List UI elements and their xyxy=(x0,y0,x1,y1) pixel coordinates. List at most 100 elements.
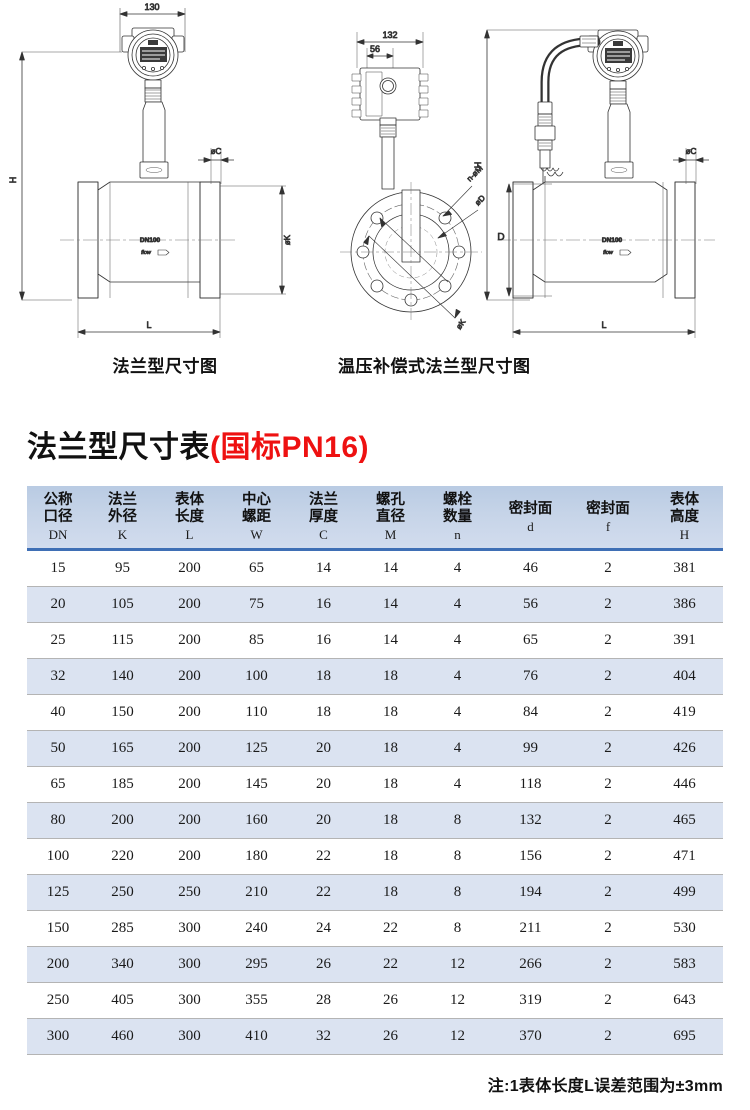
table-cell: 85 xyxy=(223,622,290,659)
table-cell: 12 xyxy=(424,1018,491,1055)
fig1-dim-flange-dia: øK xyxy=(283,234,292,245)
column-header-label: 口径 xyxy=(43,509,73,525)
table-cell: 18 xyxy=(357,766,424,803)
table-cell: 426 xyxy=(646,730,723,767)
table-cell: 2 xyxy=(570,730,646,767)
table-cell: 2 xyxy=(570,622,646,659)
table-cell: 160 xyxy=(223,802,290,839)
table-cell: 18 xyxy=(357,694,424,731)
table-row: 150 285 300 240 24 22 8 211 2 530 xyxy=(27,910,723,947)
table-cell: 2 xyxy=(570,874,646,911)
table-cell: 200 xyxy=(156,622,223,659)
table-cell: 100 xyxy=(27,838,89,875)
table-cell: 460 xyxy=(89,1018,156,1055)
table-cell: 200 xyxy=(27,946,89,983)
page-title-standard: (国标PN16) xyxy=(210,431,370,464)
table-row: 50 165 200 125 20 18 4 99 2 426 xyxy=(27,730,723,767)
table-cell: 125 xyxy=(223,730,290,767)
page-title: 法兰型尺寸表(国标PN16) xyxy=(27,422,369,466)
table-cell: 14 xyxy=(357,586,424,623)
table-cell: 2 xyxy=(570,946,646,983)
table-row: 125 250 250 210 22 18 8 194 2 499 xyxy=(27,874,723,911)
table-cell: 530 xyxy=(646,910,723,947)
table-cell: 419 xyxy=(646,694,723,731)
table-cell: 695 xyxy=(646,1018,723,1055)
table-cell: 200 xyxy=(156,658,223,695)
column-header-label: 螺栓 xyxy=(443,492,472,508)
table-cell: 4 xyxy=(424,766,491,803)
table-cell: 200 xyxy=(156,549,223,587)
column-header-label: 数量 xyxy=(443,509,472,525)
table-cell: 220 xyxy=(89,838,156,875)
table-cell: 16 xyxy=(290,586,357,623)
table-cell: 405 xyxy=(89,982,156,1019)
table-cell: 56 xyxy=(491,586,570,623)
column-header-label: 高度 xyxy=(670,509,699,525)
table-cell: 125 xyxy=(27,874,89,911)
table-cell: 22 xyxy=(357,910,424,947)
table-cell: 84 xyxy=(491,694,570,731)
fig1-dim-bore: øC xyxy=(211,147,222,156)
table-cell: 643 xyxy=(646,982,723,1019)
page-title-main: 法兰型尺寸表 xyxy=(27,431,210,464)
table-cell: 20 xyxy=(290,730,357,767)
table-cell: 65 xyxy=(27,766,89,803)
table-cell: 355 xyxy=(223,982,290,1019)
table-header: 公称 口径 DN 法兰 外径 K 表体 长度 L 中心 螺距 W 法兰 厚度 C 螺孔 直径 M 螺栓 数量 n 密封面 d… xyxy=(27,486,723,551)
table-cell: 16 xyxy=(290,622,357,659)
table-cell: 20 xyxy=(290,766,357,803)
table-cell: 180 xyxy=(223,838,290,875)
table-cell: 410 xyxy=(223,1018,290,1055)
table-cell: 404 xyxy=(646,658,723,695)
table-body: 15 95 200 65 14 14 4 46 2 381 20 105 200 75 16 14 4 56 2 38… xyxy=(27,549,723,1055)
table-cell: 46 xyxy=(491,549,570,587)
table-cell: 14 xyxy=(290,549,357,587)
table-row: 65 185 200 145 20 18 4 118 2 446 xyxy=(27,766,723,803)
table-cell: 22 xyxy=(290,874,357,911)
table-cell: 194 xyxy=(491,874,570,911)
table-row: 250 405 300 355 28 26 12 319 2 643 xyxy=(27,982,723,1019)
table-cell: 18 xyxy=(290,694,357,731)
table-row: 100 220 200 180 22 18 8 156 2 471 xyxy=(27,838,723,875)
table-cell: 210 xyxy=(223,874,290,911)
fig1-flow-mark: flow xyxy=(141,250,152,256)
table-cell: 200 xyxy=(156,730,223,767)
table-row: 25 115 200 85 16 14 4 65 2 391 xyxy=(27,622,723,659)
table-cell: 105 xyxy=(89,586,156,623)
column-header-label: 中心 xyxy=(242,492,271,508)
table-cell: 150 xyxy=(27,910,89,947)
table-cell: 32 xyxy=(27,658,89,695)
column-header-label: 法兰 xyxy=(309,492,338,508)
table-cell: 8 xyxy=(424,838,491,875)
table-cell: 26 xyxy=(357,1018,424,1055)
table-cell: 2 xyxy=(570,658,646,695)
table-cell: 300 xyxy=(156,1018,223,1055)
fig1-dim-H: H xyxy=(8,177,18,184)
table-cell: 300 xyxy=(156,982,223,1019)
table-cell: 4 xyxy=(424,694,491,731)
column-header-n: 螺栓 数量 n xyxy=(424,486,491,551)
column-header-label: 公称 xyxy=(43,492,73,508)
column-header-symbol: L xyxy=(185,527,194,542)
table-cell: 185 xyxy=(89,766,156,803)
table-cell: 240 xyxy=(223,910,290,947)
flange-dimension-table: 公称 口径 DN 法兰 外径 K 表体 长度 L 中心 螺距 W 法兰 厚度 C 螺孔 直径 M 螺栓 数量 n 密封面 d… xyxy=(27,486,723,1055)
table-cell: 165 xyxy=(89,730,156,767)
table-row: 40 150 200 110 18 18 4 84 2 419 xyxy=(27,694,723,731)
fig2-dim-132: 132 xyxy=(382,30,397,40)
figure-captions: 法兰型尺寸图 温压补偿式法兰型尺寸图 xyxy=(0,352,750,377)
table-cell: 140 xyxy=(89,658,156,695)
table-cell: 22 xyxy=(357,946,424,983)
table-cell: 26 xyxy=(357,982,424,1019)
column-header-label: 表体 xyxy=(175,492,204,508)
column-header-label: 表体 xyxy=(670,492,699,508)
column-header-label: 长度 xyxy=(175,509,204,525)
table-cell: 250 xyxy=(27,982,89,1019)
fig3-dim-L: L xyxy=(601,320,606,330)
table-cell: 8 xyxy=(424,802,491,839)
table-cell: 156 xyxy=(491,838,570,875)
table-cell: 471 xyxy=(646,838,723,875)
column-header-label: 直径 xyxy=(376,509,405,525)
column-header-w: 中心 螺距 W xyxy=(223,486,290,551)
fig3-body-mark: DN100 xyxy=(602,237,623,244)
